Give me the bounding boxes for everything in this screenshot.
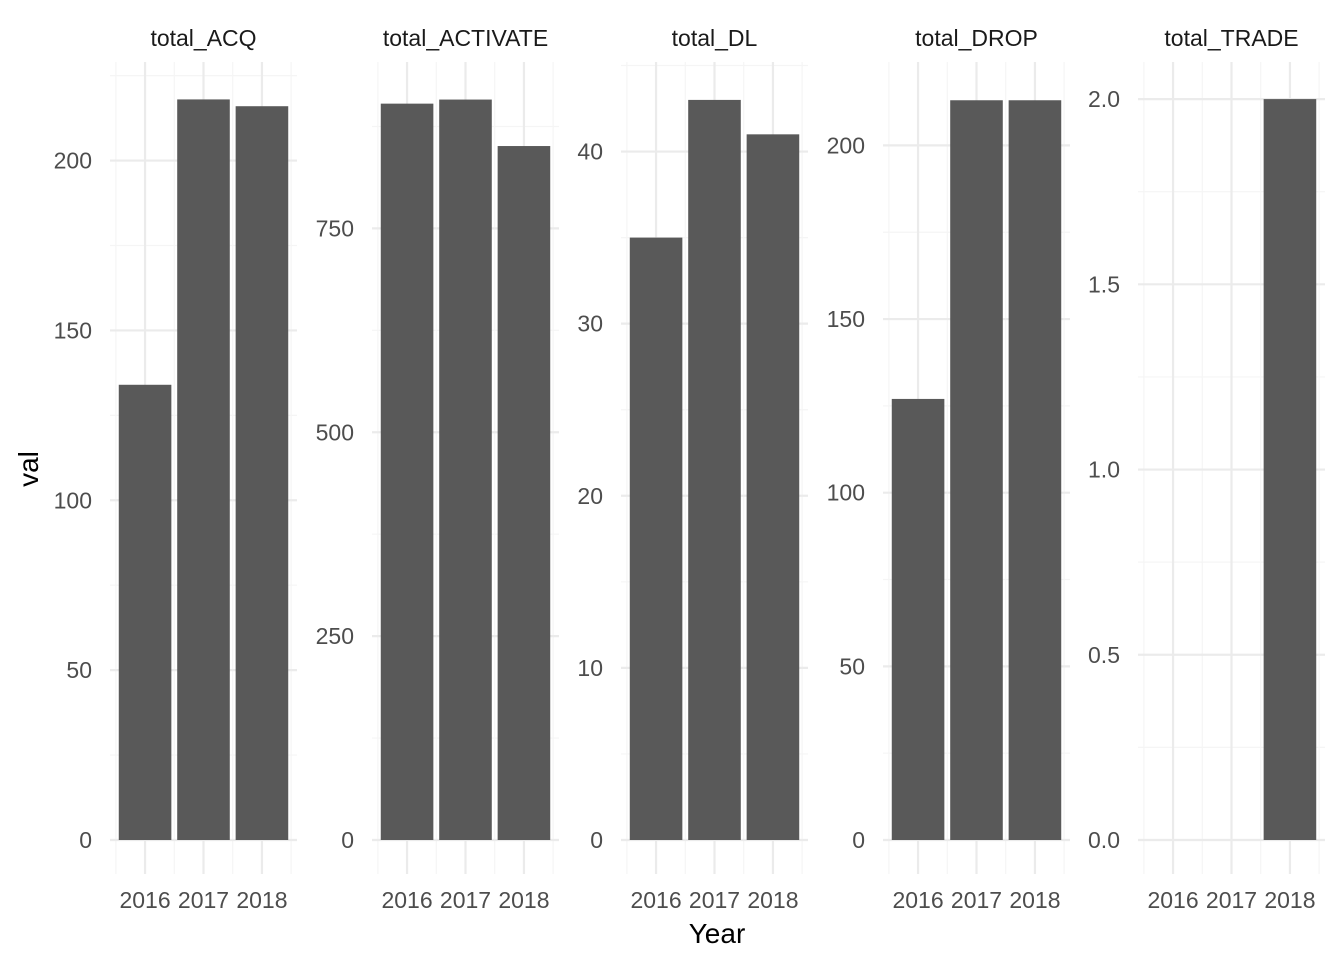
x-tick-label: 2017: [178, 887, 229, 913]
x-tick-label: 2018: [747, 887, 798, 913]
y-tick-label: 150: [827, 306, 865, 332]
y-tick-label: 10: [577, 655, 603, 681]
bar-total_ACTIVATE-2018: [497, 146, 551, 841]
y-tick-label: 0: [590, 827, 603, 853]
y-tick-label: 50: [839, 653, 865, 679]
bar-total_DROP-2018: [1008, 100, 1062, 840]
y-tick-label: 0: [341, 827, 354, 853]
bar-total_DL-2017: [688, 99, 741, 840]
x-tick-label: 2016: [630, 887, 681, 913]
bar-total_ACTIVATE-2017: [439, 99, 492, 840]
y-tick-label: 200: [54, 148, 92, 174]
facet-title: total_ACQ: [150, 25, 256, 51]
x-tick-label: 2016: [892, 887, 943, 913]
facet-title: total_ACTIVATE: [383, 25, 548, 51]
y-tick-label: 100: [827, 480, 865, 506]
y-tick-label: 0.0: [1088, 827, 1120, 853]
y-tick-label: 0: [79, 827, 92, 853]
x-tick-label: 2017: [951, 887, 1002, 913]
y-tick-label: 500: [316, 419, 354, 445]
bar-total_ACQ-2016: [118, 384, 172, 840]
x-tick-label: 2017: [440, 887, 491, 913]
bar-total_ACQ-2018: [235, 106, 289, 840]
x-tick-label: 2018: [1264, 887, 1315, 913]
y-tick-label: 2.0: [1088, 86, 1120, 112]
bar-total_ACQ-2017: [177, 99, 230, 841]
bar-total_DL-2016: [629, 237, 683, 841]
y-tick-label: 250: [316, 623, 354, 649]
facet-title: total_TRADE: [1164, 25, 1298, 51]
x-tick-label: 2016: [1147, 887, 1198, 913]
y-tick-label: 20: [577, 483, 603, 509]
y-tick-label: 1.5: [1088, 271, 1120, 297]
x-axis-title: Year: [689, 918, 746, 949]
x-tick-label: 2016: [381, 887, 432, 913]
y-tick-label: 1.0: [1088, 457, 1120, 483]
x-tick-label: 2017: [1206, 887, 1257, 913]
x-tick-label: 2018: [1009, 887, 1060, 913]
y-axis-title: val: [13, 451, 44, 487]
y-tick-label: 750: [316, 215, 354, 241]
y-tick-label: 0: [852, 827, 865, 853]
y-tick-label: 200: [827, 132, 865, 158]
y-tick-label: 0.5: [1088, 642, 1120, 668]
bar-total_DROP-2016: [891, 398, 945, 840]
facet-title: total_DL: [672, 25, 758, 51]
y-tick-label: 50: [66, 657, 92, 683]
bar-total_DROP-2017: [950, 100, 1003, 840]
y-tick-label: 40: [577, 139, 603, 165]
y-tick-label: 100: [54, 487, 92, 513]
x-tick-label: 2017: [689, 887, 740, 913]
y-tick-label: 30: [577, 311, 603, 337]
facet-title: total_DROP: [915, 25, 1038, 51]
x-tick-label: 2016: [119, 887, 170, 913]
x-tick-label: 2018: [236, 887, 287, 913]
y-tick-label: 150: [54, 317, 92, 343]
bar-total_ACTIVATE-2016: [380, 103, 434, 840]
bar-total_TRADE-2018: [1263, 99, 1317, 841]
bar-total_DL-2018: [746, 134, 800, 840]
x-tick-label: 2018: [498, 887, 549, 913]
